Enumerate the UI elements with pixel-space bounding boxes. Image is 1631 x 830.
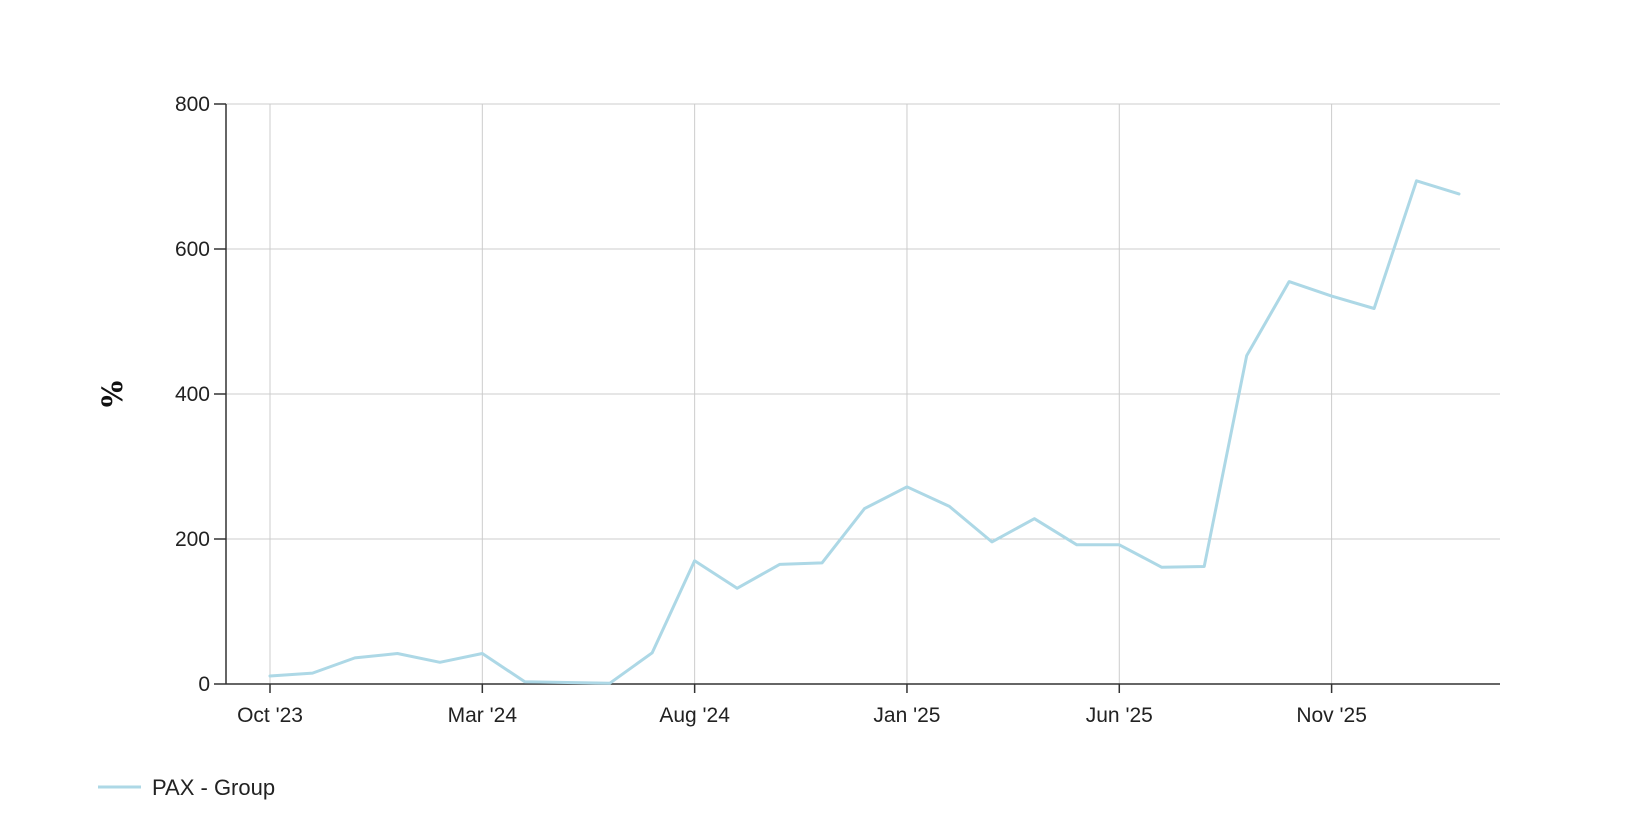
y-tick-label: 400 <box>175 383 210 406</box>
x-tick-label: Mar '24 <box>448 704 518 727</box>
legend-label: PAX - Group <box>152 775 275 800</box>
x-axis-ticks: Oct '23 Mar '24 Aug '24 Jan '25 Jun '25 Nov '… <box>237 684 1367 727</box>
y-tick-label: 0 <box>198 673 210 696</box>
x-tick-label: Jan '25 <box>873 704 940 727</box>
legend[interactable]: PAX - Group <box>98 775 275 800</box>
series-line <box>268 179 1461 685</box>
x-tick-label: Aug '24 <box>659 704 730 727</box>
y-tick-label: 600 <box>175 238 210 261</box>
series-lines <box>268 179 1461 685</box>
grid-lines <box>226 103 1500 684</box>
y-tick-label: 200 <box>175 528 210 551</box>
x-tick-label: Jun '25 <box>1086 704 1153 727</box>
x-tick-label: Nov '25 <box>1296 704 1367 727</box>
x-tick-label: Oct '23 <box>237 704 303 727</box>
y-axis-label: % <box>96 381 129 408</box>
y-axis-ticks: 0 200 400 600 800 <box>175 93 226 696</box>
y-tick-label: 800 <box>175 93 210 116</box>
